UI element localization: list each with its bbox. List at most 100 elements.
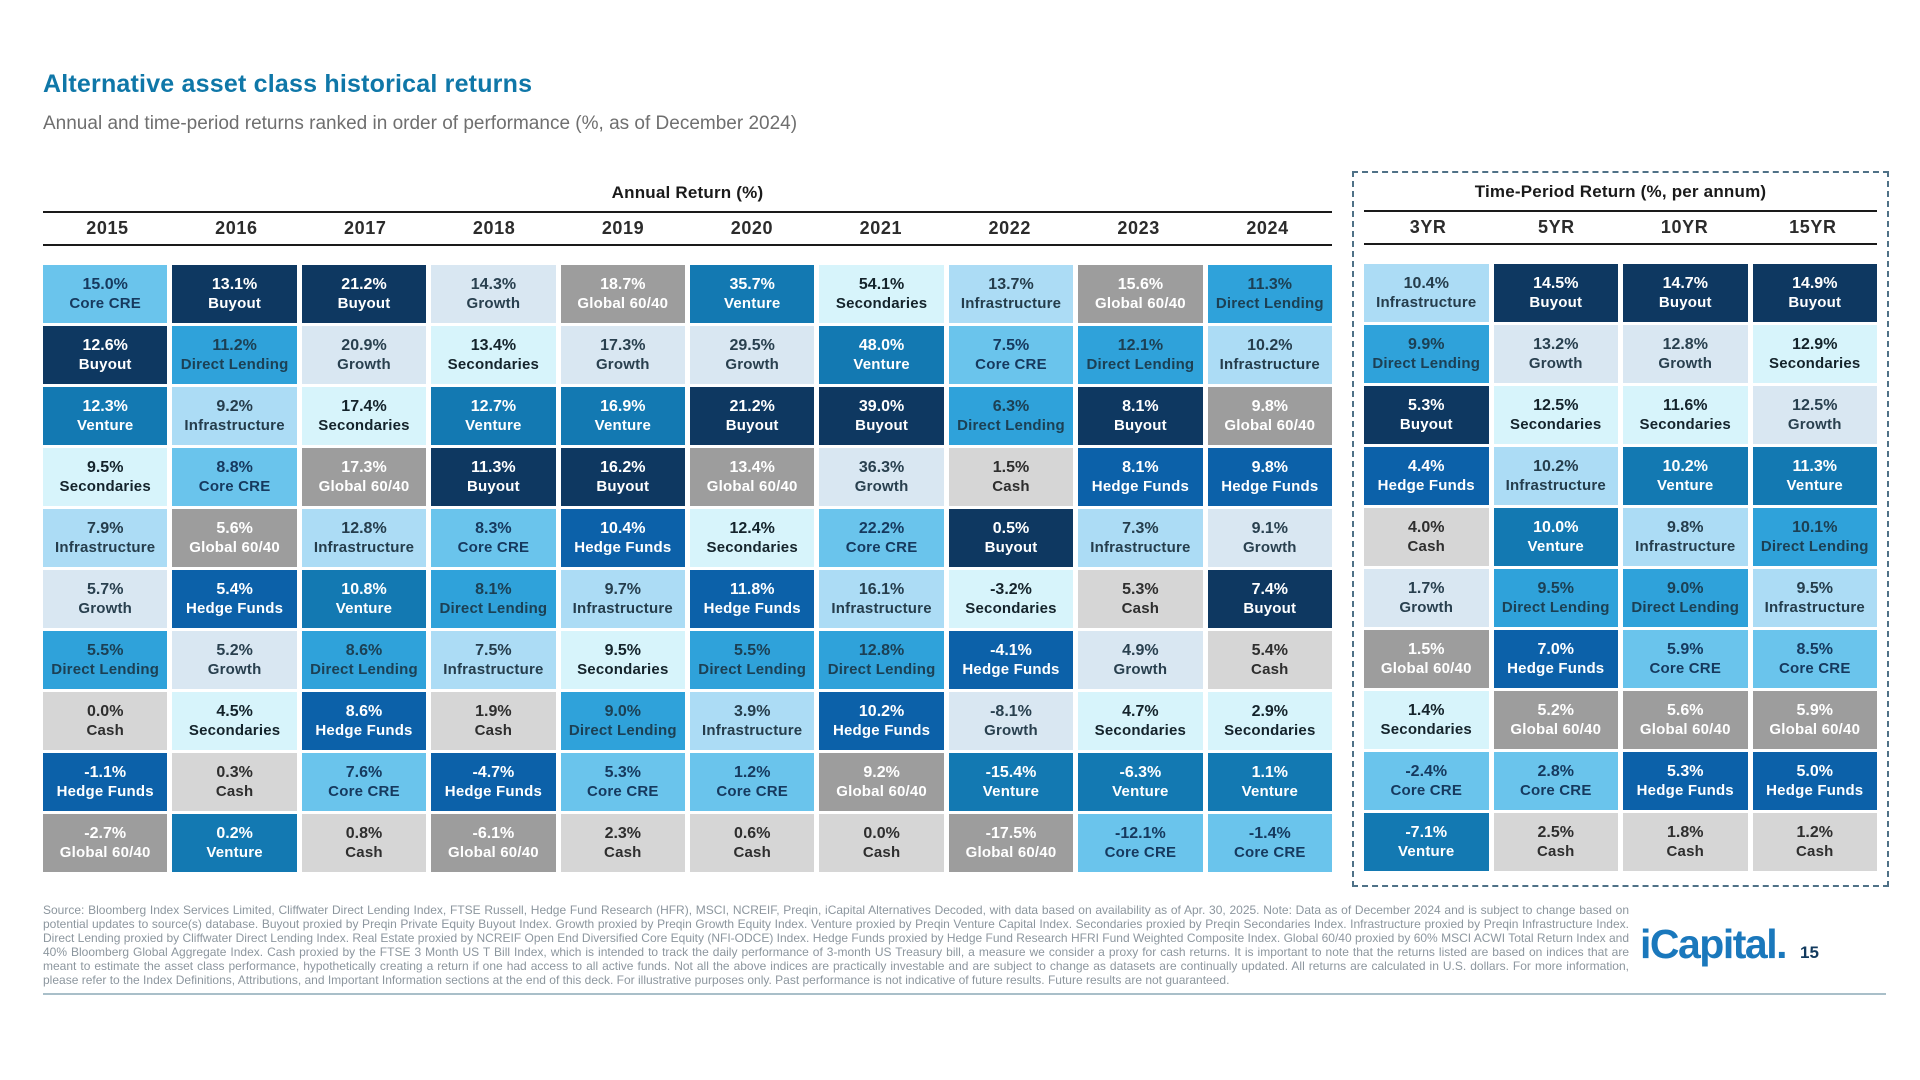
column-header-5yr: 5YR — [1537, 217, 1575, 237]
return-cell-global-60-40: -2.7% Global 60/40 — [43, 814, 168, 872]
return-cell-secondaries: 1.4% Secondaries — [1364, 691, 1489, 749]
column-header-3yr: 3YR — [1409, 217, 1447, 237]
return-cell-core-cre: 15.0% Core CRE — [43, 265, 168, 323]
icapital-logo: iCapital. — [1640, 921, 1787, 967]
return-cell-core-cre: 8.5% Core CRE — [1752, 630, 1877, 688]
time-period-title: Time-Period Return (%, per annum) — [1474, 182, 1767, 201]
return-cell-direct-lending: 12.1% Direct Lending — [1078, 326, 1203, 384]
return-cell-infrastructure: 10.2% Infrastructure — [1207, 326, 1332, 384]
return-cell-buyout: 21.2% Buyout — [301, 265, 427, 323]
return-cell-cash: 2.3% Cash — [560, 814, 685, 872]
return-cell-core-cre: 7.6% Core CRE — [301, 753, 427, 811]
return-cell-growth: 36.3% Growth — [819, 448, 944, 506]
return-cell-direct-lending: 5.5% Direct Lending — [43, 631, 168, 689]
column-header-2024: 2024 — [1246, 218, 1289, 238]
return-cell-cash: 5.3% Cash — [1078, 570, 1203, 628]
return-cell-venture: 11.3% Venture — [1752, 447, 1877, 505]
logo-block: iCapital. 15 — [1640, 921, 1819, 968]
return-cell-global-60-40: -17.5% Global 60/40 — [948, 814, 1074, 872]
return-cell-infrastructure: 9.5% Infrastructure — [1752, 569, 1877, 627]
annual-year-header-row: 2015 2016 2017 2018 2019 2020 2021 2022 2023 2024 — [43, 211, 1332, 246]
return-cell-core-cre: 22.2% Core CRE — [819, 509, 944, 567]
return-cell-direct-lending: 9.5% Direct Lending — [1493, 569, 1618, 627]
return-cell-hedge-funds: 5.3% Hedge Funds — [1623, 752, 1748, 810]
return-cell-global-60-40: 15.6% Global 60/40 — [1078, 265, 1203, 323]
return-cell-growth: 5.7% Growth — [43, 570, 168, 628]
return-cell-cash: 1.8% Cash — [1623, 813, 1748, 871]
return-cell-buyout: 12.6% Buyout — [43, 326, 168, 384]
return-cell-global-60-40: 13.4% Global 60/40 — [690, 448, 815, 506]
return-cell-secondaries: 12.5% Secondaries — [1493, 386, 1618, 444]
return-cell-direct-lending: 9.9% Direct Lending — [1364, 325, 1489, 383]
column-header-2020: 2020 — [730, 218, 774, 238]
return-cell-infrastructure: 10.4% Infrastructure — [1364, 264, 1489, 322]
return-cell-secondaries: 2.9% Secondaries — [1207, 692, 1332, 750]
return-cell-cash: 0.6% Cash — [690, 814, 815, 872]
return-cell-secondaries: 4.7% Secondaries — [1078, 692, 1203, 750]
return-cell-direct-lending: 11.3% Direct Lending — [1207, 265, 1332, 323]
column-header-2015: 2015 — [86, 218, 129, 238]
return-cell-hedge-funds: -4.1% Hedge Funds — [948, 631, 1074, 689]
return-cell-buyout: 11.3% Buyout — [431, 448, 556, 506]
return-cell-growth: 1.7% Growth — [1364, 569, 1489, 627]
return-cell-secondaries: 12.9% Secondaries — [1752, 325, 1877, 383]
page-title: Alternative asset class historical retur… — [43, 70, 533, 98]
return-cell-buyout: 7.4% Buyout — [1207, 570, 1332, 628]
return-cell-growth: 13.2% Growth — [1493, 325, 1618, 383]
column-header-2017: 2017 — [344, 218, 387, 238]
return-cell-growth: 14.3% Growth — [431, 265, 556, 323]
return-cell-cash: 1.2% Cash — [1752, 813, 1877, 871]
return-cell-direct-lending: 9.0% Direct Lending — [1623, 569, 1748, 627]
return-cell-growth: 29.5% Growth — [690, 326, 815, 384]
return-cell-buyout: 13.1% Buyout — [172, 265, 297, 323]
annual-returns-section: Annual Return (%) 2015 2016 2017 2018 2019 20… — [43, 183, 1332, 872]
return-cell-cash: 1.9% Cash — [431, 692, 556, 750]
return-cell-growth: 17.3% Growth — [560, 326, 685, 384]
return-cell-secondaries: 54.1% Secondaries — [819, 265, 944, 323]
return-cell-direct-lending: 5.5% Direct Lending — [690, 631, 815, 689]
time-period-panel: Time-Period Return (%, per annum) 3YR 5YR… — [1352, 171, 1889, 887]
column-header-10yr: 10YR — [1660, 217, 1709, 237]
return-cell-infrastructure: 7.3% Infrastructure — [1078, 509, 1203, 567]
return-cell-hedge-funds: 11.8% Hedge Funds — [690, 570, 815, 628]
return-cell-infrastructure: 3.9% Infrastructure — [690, 692, 815, 750]
column-header-2021: 2021 — [859, 218, 903, 238]
return-cell-direct-lending: 10.1% Direct Lending — [1752, 508, 1877, 566]
return-cell-hedge-funds: 9.8% Hedge Funds — [1207, 448, 1332, 506]
return-cell-infrastructure: 10.2% Infrastructure — [1493, 447, 1618, 505]
return-cell-global-60-40: 9.8% Global 60/40 — [1207, 387, 1332, 445]
return-cell-growth: 12.5% Growth — [1752, 386, 1877, 444]
annual-section-title: Annual Return (%) — [611, 183, 764, 202]
return-cell-direct-lending: 8.1% Direct Lending — [431, 570, 556, 628]
return-cell-hedge-funds: 8.6% Hedge Funds — [301, 692, 427, 750]
return-cell-venture: 1.1% Venture — [1207, 753, 1332, 811]
return-cell-venture: 10.2% Venture — [1623, 447, 1748, 505]
page-number: 15 — [1799, 943, 1819, 962]
return-cell-global-60-40: 1.5% Global 60/40 — [1364, 630, 1489, 688]
return-cell-secondaries: 9.5% Secondaries — [560, 631, 685, 689]
return-cell-cash: 0.3% Cash — [172, 753, 297, 811]
return-cell-cash: 2.5% Cash — [1493, 813, 1618, 871]
return-cell-global-60-40: 17.3% Global 60/40 — [301, 448, 427, 506]
return-cell-buyout: 0.5% Buyout — [948, 509, 1074, 567]
return-cell-cash: 0.0% Cash — [43, 692, 168, 750]
footer-divider — [43, 993, 1886, 995]
return-cell-infrastructure: 9.2% Infrastructure — [172, 387, 297, 445]
return-cell-direct-lending: 8.6% Direct Lending — [301, 631, 427, 689]
return-cell-core-cre: 2.8% Core CRE — [1493, 752, 1618, 810]
return-cell-buyout: 5.3% Buyout — [1364, 386, 1489, 444]
time-period-header-row: 3YR 5YR 10YR 15YR — [1364, 210, 1877, 245]
return-cell-growth: 9.1% Growth — [1207, 509, 1332, 567]
return-cell-global-60-40: 5.6% Global 60/40 — [1623, 691, 1748, 749]
column-header-2023: 2023 — [1117, 218, 1160, 238]
return-cell-global-60-40: 5.9% Global 60/40 — [1752, 691, 1877, 749]
return-cell-growth: 20.9% Growth — [301, 326, 427, 384]
return-cell-direct-lending: 11.2% Direct Lending — [172, 326, 297, 384]
return-cell-global-60-40: 5.6% Global 60/40 — [172, 509, 297, 567]
return-cell-core-cre: -2.4% Core CRE — [1364, 752, 1489, 810]
return-cell-core-cre: -1.4% Core CRE — [1207, 814, 1332, 872]
return-cell-growth: 4.9% Growth — [1078, 631, 1203, 689]
return-cell-venture: -6.3% Venture — [1078, 753, 1203, 811]
footer-disclosure: Source: Bloomberg Index Services Limited… — [43, 903, 1629, 987]
return-cell-buyout: 16.2% Buyout — [560, 448, 685, 506]
